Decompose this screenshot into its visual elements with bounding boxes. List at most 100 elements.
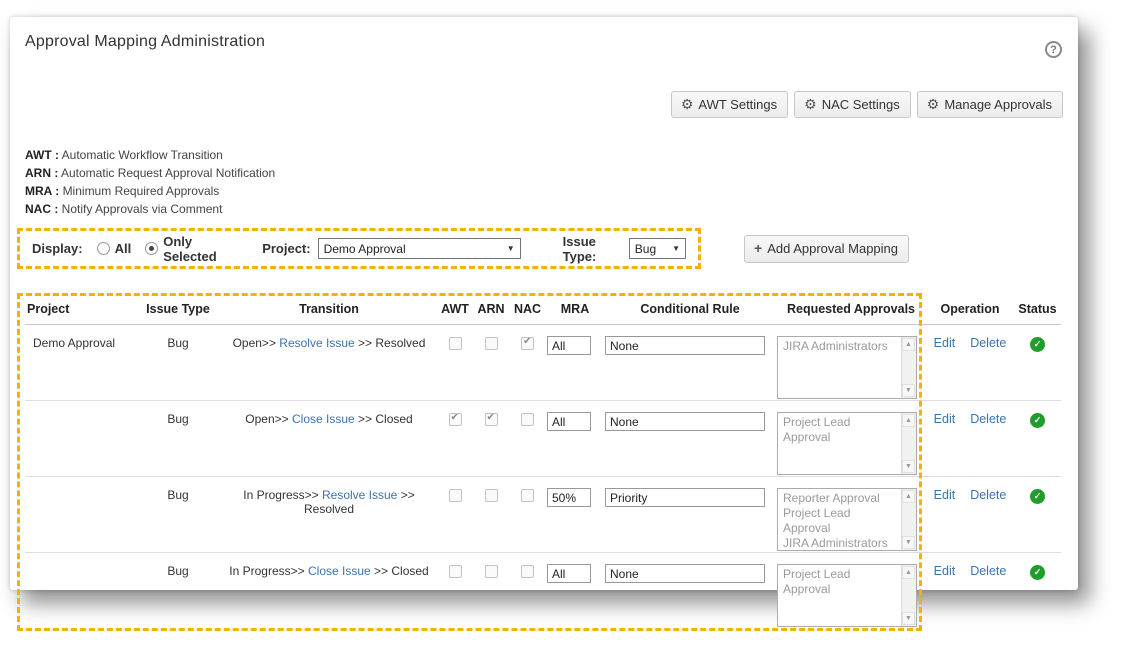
help-icon[interactable]: ?	[1045, 41, 1062, 58]
legend-line-nac: NAC : Notify Approvals via Comment	[25, 202, 223, 216]
table-row: Bug In Progress>> Close Issue >> Closed …	[25, 553, 1061, 629]
arn-checkbox[interactable]	[484, 489, 498, 502]
chevron-down-icon: ▼	[672, 244, 681, 253]
transition-cell: In Progress>> Resolve Issue >> Resolved	[221, 476, 437, 553]
status-ok-icon: ✓	[1030, 489, 1045, 504]
approval-option[interactable]: JIRA Administrators	[783, 536, 888, 550]
project-cell	[25, 400, 135, 477]
col-header-awt: AWT	[437, 298, 473, 325]
nac-checkbox[interactable]	[521, 489, 534, 502]
scroll-down-icon[interactable]: ▼	[902, 612, 915, 625]
manage-approvals-button[interactable]: ⚙ Manage Approvals	[916, 91, 1063, 118]
conditional-rule-input[interactable]	[605, 564, 765, 583]
col-header-status: Status	[1014, 298, 1061, 325]
transition-cell: Open>> Close Issue >> Closed	[221, 400, 437, 477]
radio-only-selected[interactable]	[145, 242, 159, 255]
approval-option[interactable]: JIRA Administrators	[783, 339, 888, 353]
scroll-up-icon[interactable]: ▲	[902, 414, 915, 427]
issue-type-select-value: Bug	[634, 241, 657, 256]
project-cell: Demo Approval	[25, 324, 135, 401]
nac-checkbox[interactable]	[521, 413, 534, 426]
mra-input[interactable]	[547, 412, 591, 431]
scrollbar[interactable]	[901, 489, 916, 550]
project-cell	[25, 553, 135, 629]
scrollbar[interactable]	[901, 565, 916, 626]
delete-link[interactable]: Delete	[970, 412, 1007, 426]
issue-type-cell: Bug	[167, 564, 189, 578]
awt-checkbox[interactable]	[448, 337, 462, 350]
transition-link[interactable]: Resolve Issue	[321, 488, 398, 502]
arn-checkbox[interactable]	[484, 337, 498, 350]
mra-input[interactable]	[547, 564, 591, 583]
scrollbar[interactable]	[901, 413, 916, 474]
legend-line-arn: ARN : Automatic Request Approval Notific…	[25, 166, 276, 180]
awt-checkbox[interactable]	[448, 412, 462, 426]
arn-checkbox[interactable]	[484, 412, 498, 426]
conditional-rule-input[interactable]	[605, 336, 765, 355]
nac-checkbox[interactable]	[521, 565, 534, 578]
approval-option[interactable]: Project Lead Approval	[783, 415, 851, 444]
col-header-mra: MRA	[546, 298, 604, 325]
approvals-list: Project Lead Approval	[783, 415, 899, 445]
scrollbar[interactable]	[901, 337, 916, 398]
conditional-rule-input[interactable]	[605, 488, 765, 507]
mra-input[interactable]	[547, 336, 591, 355]
scroll-up-icon[interactable]: ▲	[902, 490, 915, 503]
transition-cell: In Progress>> Close Issue >> Closed	[221, 553, 437, 629]
approval-option[interactable]: Reporter Approval	[783, 491, 880, 505]
plus-icon: +	[754, 240, 763, 256]
table-row: Bug Open>> Close Issue >> Closed Project…	[25, 400, 1061, 477]
approval-option[interactable]: Project Lead Approval	[783, 567, 851, 596]
awt-checkbox[interactable]	[448, 565, 462, 578]
transition-link[interactable]: Resolve Issue	[279, 336, 355, 350]
approval-option[interactable]: Project Lead Approval	[783, 506, 851, 535]
filter-row: Display: All Only Selected Project: Demo…	[17, 228, 1063, 269]
edit-link[interactable]: Edit	[933, 336, 956, 350]
project-select[interactable]: Demo Approval ▼	[317, 238, 521, 259]
mapping-table-section: Project Issue Type Transition AWT ARN NA…	[17, 293, 1063, 631]
scroll-up-icon[interactable]: ▲	[902, 338, 915, 351]
operation-cell: Edit Delete	[927, 412, 1013, 426]
scroll-down-icon[interactable]: ▼	[902, 536, 915, 549]
awt-settings-button[interactable]: ⚙ AWT Settings	[670, 91, 789, 118]
delete-link[interactable]: Delete	[970, 564, 1007, 578]
delete-link[interactable]: Delete	[970, 336, 1007, 350]
radio-only-selected-label: Only Selected	[163, 233, 217, 264]
scroll-down-icon[interactable]: ▼	[902, 384, 915, 397]
requested-approvals-listbox[interactable]: JIRA Administrators ▲ ▼	[777, 336, 917, 399]
nac-checkbox[interactable]	[521, 336, 534, 350]
col-header-issue-type: Issue Type	[135, 298, 221, 325]
scroll-down-icon[interactable]: ▼	[902, 460, 915, 473]
edit-link[interactable]: Edit	[933, 488, 956, 502]
transition-link[interactable]: Close Issue	[291, 412, 355, 426]
operation-cell: Edit Delete	[927, 336, 1013, 350]
awt-settings-label: AWT Settings	[698, 96, 778, 112]
edit-link[interactable]: Edit	[933, 564, 956, 578]
toolbar: ⚙ AWT Settings ⚙ NAC Settings ⚙ Manage A…	[25, 91, 1063, 118]
add-approval-mapping-label: Add Approval Mapping	[767, 240, 898, 256]
awt-checkbox[interactable]	[448, 489, 462, 502]
issue-type-cell: Bug	[135, 400, 221, 477]
conditional-rule-input[interactable]	[605, 412, 765, 431]
delete-link[interactable]: Delete	[970, 488, 1007, 502]
requested-approvals-listbox[interactable]: Project Lead Approval ▲ ▼	[777, 412, 917, 475]
approvals-list: Project Lead Approval	[783, 567, 899, 597]
mra-input[interactable]	[547, 488, 591, 507]
nac-settings-label: NAC Settings	[821, 96, 900, 112]
chevron-down-icon: ▼	[506, 244, 515, 253]
transition-cell: Open>> Resolve Issue >> Resolved	[221, 324, 437, 401]
nac-settings-button[interactable]: ⚙ NAC Settings	[794, 91, 911, 118]
arn-checkbox[interactable]	[484, 565, 498, 578]
requested-approvals-listbox[interactable]: Reporter Approval Project Lead Approval JI…	[777, 488, 917, 551]
operation-cell: Edit Delete	[927, 564, 1013, 578]
issue-type-select[interactable]: Bug ▼	[628, 238, 687, 259]
scroll-up-icon[interactable]: ▲	[902, 566, 915, 579]
transition-link[interactable]: Close Issue	[307, 564, 371, 578]
display-label: Display:	[32, 241, 83, 256]
project-select-value: Demo Approval	[323, 241, 406, 256]
radio-all[interactable]	[96, 242, 110, 255]
requested-approvals-listbox[interactable]: Project Lead Approval ▲ ▼	[777, 564, 917, 627]
project-cell	[25, 476, 135, 553]
edit-link[interactable]: Edit	[933, 412, 956, 426]
add-approval-mapping-button[interactable]: + Add Approval Mapping	[744, 234, 909, 263]
